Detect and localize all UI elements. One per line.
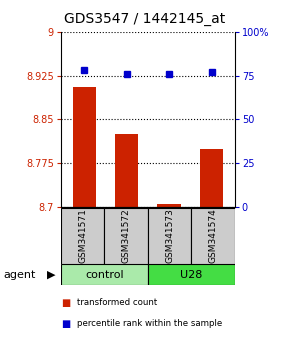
Text: ■: ■ [61, 319, 70, 329]
Text: ■: ■ [61, 298, 70, 308]
Bar [191, 208, 235, 264]
Bar [148, 208, 191, 264]
Text: GSM341571: GSM341571 [78, 208, 87, 263]
Text: percentile rank within the sample: percentile rank within the sample [77, 319, 222, 329]
Text: GSM341573: GSM341573 [165, 208, 174, 263]
Text: GDS3547 / 1442145_at: GDS3547 / 1442145_at [64, 12, 226, 27]
Bar [157, 204, 181, 207]
Bar [115, 134, 138, 207]
Bar [72, 87, 96, 207]
Text: agent: agent [3, 270, 35, 280]
Bar [61, 208, 104, 264]
Bar [104, 208, 148, 264]
Bar [148, 264, 235, 285]
Bar [200, 149, 223, 207]
Text: GSM341574: GSM341574 [209, 209, 218, 263]
Text: GSM341572: GSM341572 [122, 209, 131, 263]
Text: control: control [85, 270, 124, 280]
Text: ▶: ▶ [46, 270, 55, 280]
Bar [61, 264, 148, 285]
Text: transformed count: transformed count [77, 298, 157, 307]
Text: U28: U28 [180, 270, 203, 280]
